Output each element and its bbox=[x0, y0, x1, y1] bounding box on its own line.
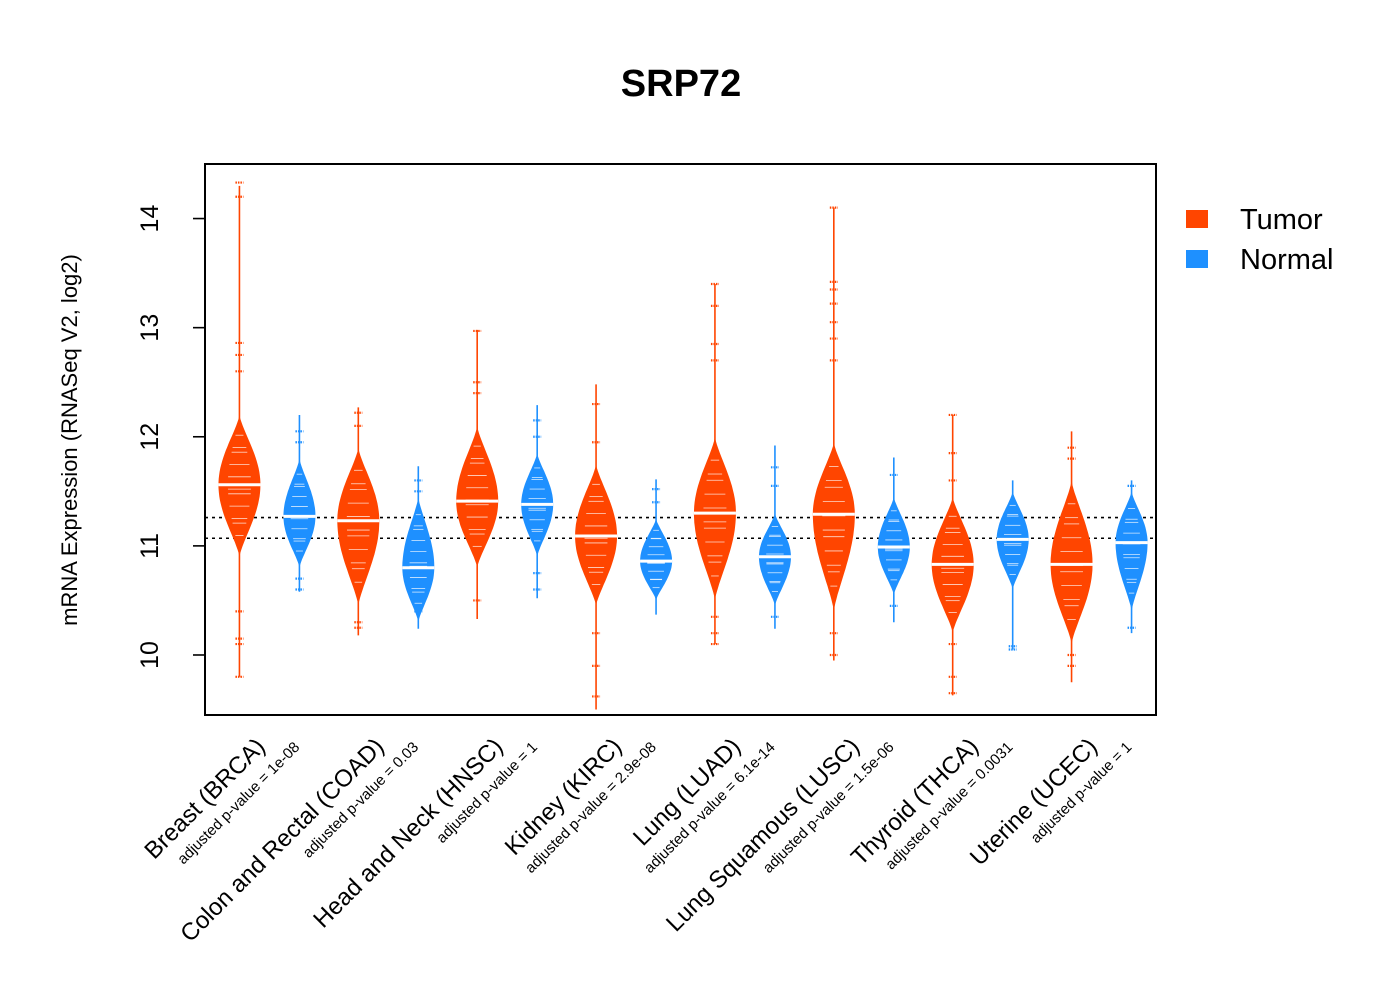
bean-normal-8 bbox=[1115, 480, 1148, 634]
legend-label-normal: Normal bbox=[1240, 244, 1333, 276]
bean-normal-5 bbox=[758, 445, 791, 629]
bean-density bbox=[456, 425, 499, 568]
bean-normal-3 bbox=[521, 405, 554, 599]
bean-normal-2 bbox=[402, 466, 435, 629]
y-tick-label: 13 bbox=[136, 314, 164, 342]
bean-normal-1 bbox=[283, 414, 316, 592]
bean-density bbox=[402, 496, 435, 623]
legend-swatch-tumor bbox=[1186, 210, 1208, 228]
x-axis-labels: Breast (BRCA)adjusted p-value = 1e-08Col… bbox=[139, 733, 1135, 947]
bean-density bbox=[693, 436, 736, 601]
bean-density bbox=[812, 442, 855, 612]
y-axis: 10 11 12 13 14 bbox=[136, 205, 205, 669]
bean-tumor-1 bbox=[218, 181, 261, 678]
bean-normal-6 bbox=[877, 457, 910, 623]
bean-normal-7 bbox=[996, 480, 1029, 651]
bean-density bbox=[758, 513, 791, 606]
legend-swatch-normal bbox=[1186, 250, 1208, 268]
bean-normal-4 bbox=[640, 479, 673, 615]
plot-area bbox=[205, 181, 1156, 710]
y-tick-label: 11 bbox=[136, 533, 164, 559]
y-tick-label: 14 bbox=[136, 205, 164, 233]
plot-frame bbox=[204, 163, 1157, 716]
bean-tumor-4 bbox=[575, 384, 618, 710]
bean-tumor-2 bbox=[337, 407, 380, 636]
bean-tumor-6 bbox=[812, 206, 855, 661]
bean-density bbox=[337, 447, 380, 606]
bean-tumor-7 bbox=[931, 413, 974, 696]
chart-title: SRP72 bbox=[621, 63, 741, 105]
bean-density bbox=[1050, 480, 1093, 645]
y-tick-label: 12 bbox=[136, 423, 164, 451]
bean-tumor-3 bbox=[456, 329, 499, 619]
legend-label-tumor: Tumor bbox=[1240, 204, 1323, 236]
bean-density bbox=[1115, 491, 1148, 612]
y-axis-label: mRNA Expression (RNASeq V2, log2) bbox=[57, 254, 82, 626]
bean-density bbox=[640, 518, 673, 601]
bean-tumor-8 bbox=[1050, 431, 1093, 683]
y-tick-label: 10 bbox=[136, 641, 164, 669]
bean-tumor-5 bbox=[693, 282, 736, 646]
legend: Tumor Normal bbox=[1186, 204, 1333, 276]
bean-density bbox=[283, 458, 316, 568]
